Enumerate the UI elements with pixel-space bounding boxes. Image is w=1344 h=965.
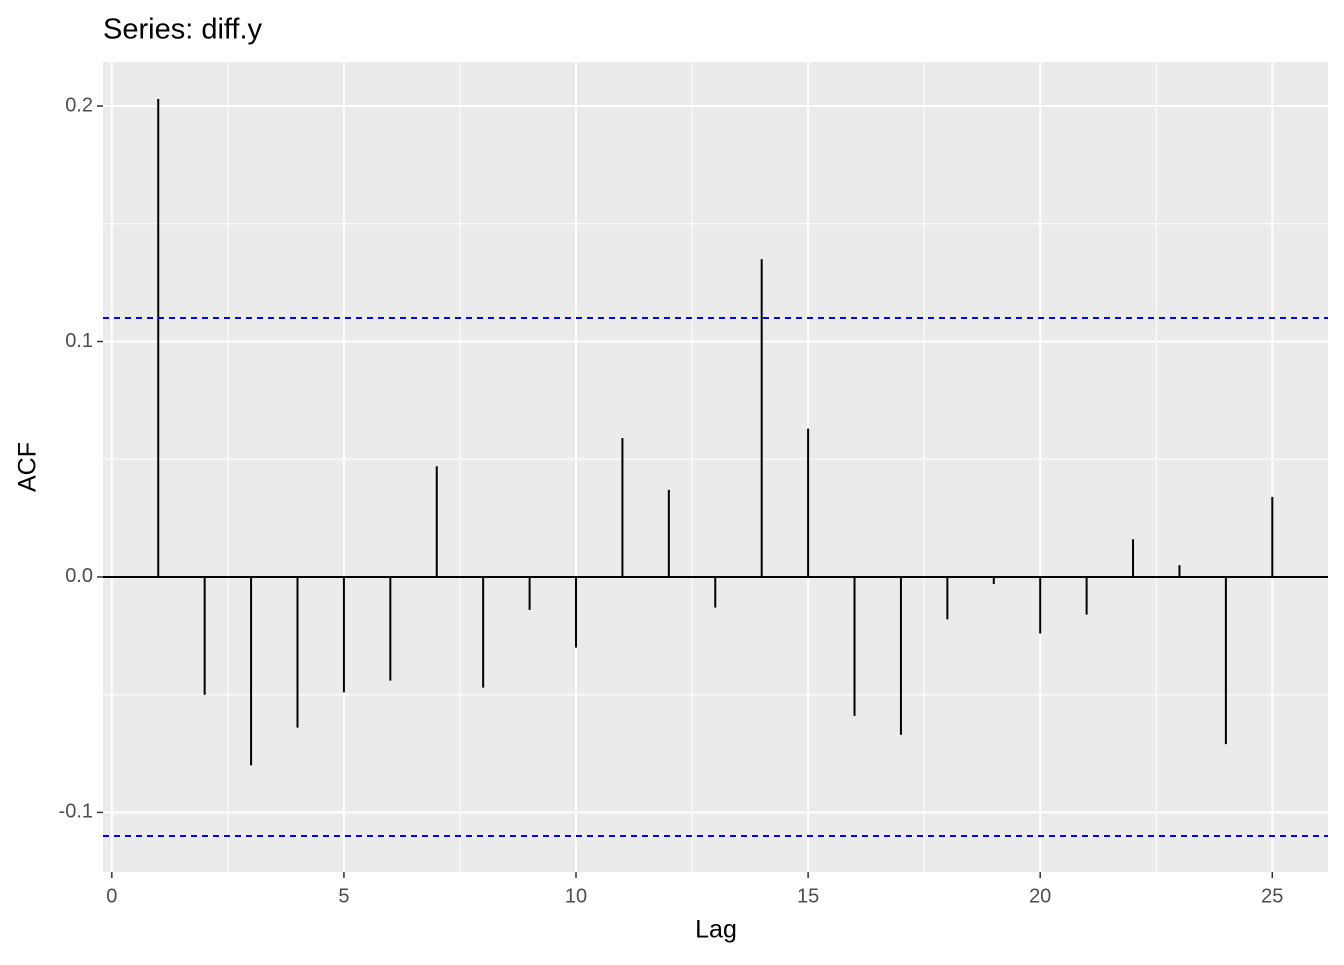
x-tick-label: 15 — [797, 885, 819, 907]
panel — [103, 62, 1328, 872]
y-tick-label: -0.1 — [59, 801, 93, 823]
y-tick-label: 0.2 — [65, 94, 93, 116]
y-tick-label: 0.1 — [65, 330, 93, 352]
x-axis-label: Lag — [695, 916, 737, 944]
y-axis-label: ACF — [14, 442, 42, 492]
x-tick-label: 5 — [338, 885, 349, 907]
x-tick-label: 10 — [565, 885, 587, 907]
y-tick-label: 0.0 — [65, 565, 93, 587]
chart-title: Series: diff.y — [103, 14, 263, 46]
x-tick-label: 25 — [1261, 885, 1283, 907]
x-tick-label: 20 — [1029, 885, 1051, 907]
x-tick-label: 0 — [106, 885, 117, 907]
